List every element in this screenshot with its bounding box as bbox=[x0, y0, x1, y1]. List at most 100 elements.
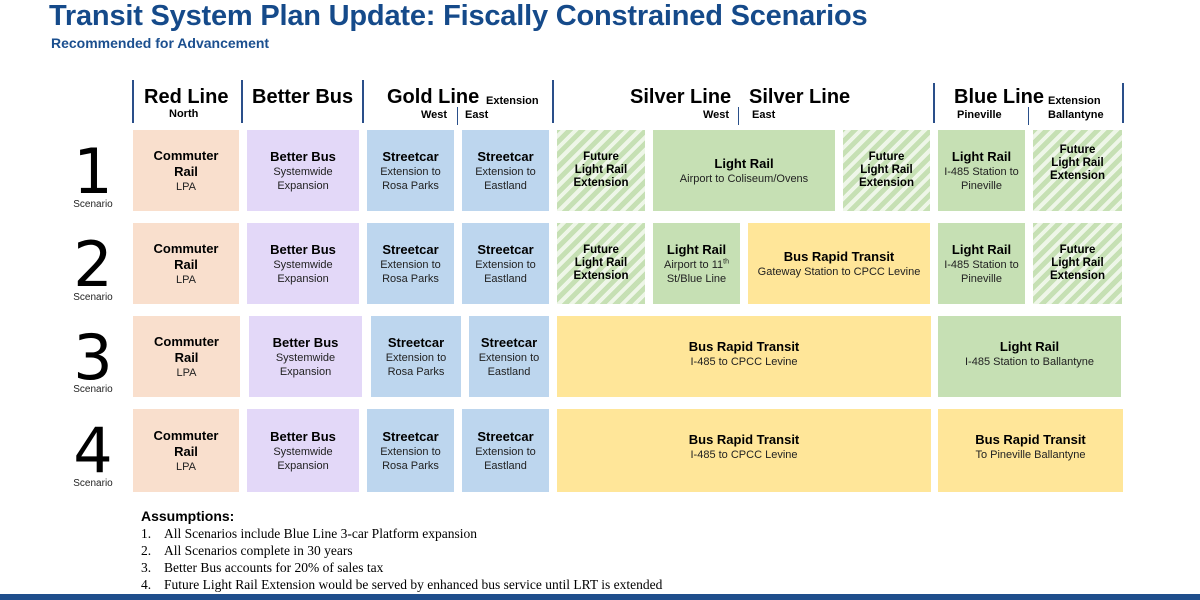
cell-title: Streetcar bbox=[477, 428, 534, 444]
assumption-number: 1. bbox=[141, 526, 152, 541]
cell-sub: Systemwide Expansion bbox=[273, 165, 333, 192]
cell-sub: Extension to Eastland bbox=[475, 165, 536, 192]
header-blue-line: Blue Line bbox=[954, 86, 1045, 108]
cell-sub: Extension to Eastland bbox=[475, 445, 536, 472]
header-gold-east: East bbox=[465, 109, 489, 121]
cell-commuter-rail: Commuter Rail LPA bbox=[133, 409, 239, 492]
assumption-item: 1. All Scenarios include Blue Line 3-car … bbox=[141, 525, 662, 542]
cell-light-rail: Light Rail I-485 Station to Ballantyne bbox=[938, 316, 1121, 397]
header-blue-line-suffix: Extension bbox=[1048, 95, 1101, 107]
cell-bus-rapid-transit: Bus Rapid Transit To Pineville Ballantyn… bbox=[938, 409, 1123, 492]
cell-better-bus: Better Bus Systemwide Expansion bbox=[249, 316, 362, 397]
assumption-number: 4. bbox=[141, 577, 152, 592]
cell-title: Commuter Rail bbox=[153, 427, 219, 459]
cell-title: Future Light Rail Extension bbox=[1050, 244, 1105, 282]
cell-sub: I-485 to CPCC Levine bbox=[690, 449, 798, 461]
cell-title: Better Bus bbox=[270, 241, 336, 257]
cell-better-bus: Better Bus Systemwide Expansion bbox=[247, 130, 359, 211]
cell-title: Better Bus bbox=[270, 148, 336, 164]
cell-title: Streetcar bbox=[382, 241, 439, 257]
assumption-text: Better Bus accounts for 20% of sales tax bbox=[164, 560, 384, 575]
cell-future-light-rail: Future Light Rail Extension bbox=[1033, 223, 1122, 304]
cell-title: Future Light Rail Extension bbox=[1050, 144, 1105, 182]
cell-light-rail: Light Rail I-485 Station to Pineville bbox=[938, 223, 1025, 304]
cell-streetcar-east: Streetcar Extension to Eastland bbox=[462, 409, 549, 492]
page-subtitle: Recommended for Advancement bbox=[51, 35, 270, 51]
cell-sub: Extension to Rosa Parks bbox=[380, 258, 441, 285]
header-red-line: Red Line bbox=[144, 86, 229, 108]
cell-sub: Systemwide Expansion bbox=[273, 258, 333, 285]
cell-light-rail: Light Rail Airport to Coliseum/Ovens bbox=[653, 130, 835, 211]
cell-sub: I-485 to CPCC Levine bbox=[690, 356, 798, 368]
header-blue-pineville: Pineville bbox=[957, 109, 1002, 121]
assumption-number: 2. bbox=[141, 543, 152, 558]
header-blue-ballantyne: Ballantyne bbox=[1048, 109, 1104, 121]
cell-future-light-rail: Future Light Rail Extension bbox=[1033, 130, 1122, 211]
header-silver-line-east: Silver Line bbox=[749, 86, 851, 108]
cell-bus-rapid-transit: Bus Rapid Transit I-485 to CPCC Levine bbox=[557, 409, 931, 492]
header-silver-line-west: Silver Line bbox=[630, 86, 732, 108]
column-divider bbox=[132, 80, 134, 123]
scenario-label: Scenario bbox=[73, 384, 113, 395]
cell-streetcar-west: Streetcar Extension to Rosa Parks bbox=[367, 223, 454, 304]
cell-title: Commuter Rail bbox=[153, 333, 219, 365]
scenario-label: Scenario bbox=[73, 478, 113, 489]
cell-title: Streetcar bbox=[387, 334, 445, 350]
cell-streetcar-west: Streetcar Extension to Rosa Parks bbox=[371, 316, 461, 397]
cell-title: Light Rail bbox=[999, 339, 1060, 354]
cell-title: Streetcar bbox=[480, 334, 538, 350]
subcolumn-divider bbox=[1028, 107, 1029, 125]
cell-future-light-rail: Future Light Rail Extension bbox=[557, 223, 645, 304]
cell-bus-rapid-transit: Bus Rapid Transit Gateway Station to CPC… bbox=[748, 223, 930, 304]
assumption-text: All Scenarios include Blue Line 3-car Pl… bbox=[164, 526, 478, 541]
cell-commuter-rail: Commuter Rail LPA bbox=[133, 223, 239, 304]
cell-sub: Gateway Station to CPCC Levine bbox=[757, 265, 921, 278]
cell-sub: Extension to Rosa Parks bbox=[385, 351, 447, 378]
cell-sub: To Pineville Ballantyne bbox=[975, 449, 1086, 461]
scenario-number: 2 bbox=[73, 228, 113, 301]
cell-sub: Airport to 11th St/Blue Line bbox=[664, 257, 729, 285]
cell-bus-rapid-transit: Bus Rapid Transit I-485 to CPCC Levine bbox=[557, 316, 931, 397]
assumptions-section: Assumptions: 1. All Scenarios include Blu… bbox=[141, 508, 662, 593]
assumption-item: 4. Future Light Rail Extension would be s… bbox=[141, 576, 662, 593]
header-gold-west: West bbox=[421, 109, 448, 121]
subcolumn-divider bbox=[457, 107, 458, 125]
cell-title: Better Bus bbox=[270, 428, 336, 444]
cell-streetcar-east: Streetcar Extension to Eastland bbox=[462, 130, 549, 211]
assumptions-title: Assumptions: bbox=[141, 508, 235, 524]
cell-sub: LPA bbox=[176, 460, 196, 473]
header-gold-line-suffix: Extension bbox=[486, 95, 539, 107]
cell-sub: Extension to Rosa Parks bbox=[380, 445, 441, 472]
cell-sub: I-485 Station to Pineville bbox=[944, 165, 1019, 192]
cell-title: Commuter Rail bbox=[153, 240, 219, 272]
column-divider bbox=[241, 80, 243, 123]
cell-sub: LPA bbox=[176, 366, 197, 379]
cell-title: Future Light Rail Extension bbox=[859, 151, 914, 189]
cell-title: Light Rail bbox=[666, 241, 727, 257]
cell-title: Light Rail bbox=[951, 241, 1012, 257]
scenario-label: Scenario bbox=[73, 292, 113, 303]
cell-sub: I-485 Station to Pineville bbox=[944, 258, 1019, 285]
assumption-number: 3. bbox=[141, 560, 152, 575]
cell-streetcar-east: Streetcar Extension to Eastland bbox=[462, 223, 549, 304]
cell-title: Future Light Rail Extension bbox=[573, 151, 629, 189]
cell-streetcar-east: Streetcar Extension to Eastland bbox=[469, 316, 549, 397]
cell-streetcar-west: Streetcar Extension to Rosa Parks bbox=[367, 130, 454, 211]
cell-title: Bus Rapid Transit bbox=[688, 339, 800, 354]
subcolumn-divider bbox=[738, 107, 739, 125]
cell-title: Light Rail bbox=[951, 148, 1012, 164]
header-silver-east-sub: East bbox=[752, 109, 776, 121]
scenario-number: 1 bbox=[73, 135, 113, 208]
cell-title: Commuter Rail bbox=[153, 147, 219, 179]
cell-sub: Extension to Rosa Parks bbox=[380, 165, 441, 192]
cell-better-bus: Better Bus Systemwide Expansion bbox=[247, 223, 359, 304]
header-silver-west-sub: West bbox=[703, 109, 730, 121]
scenario-label: Scenario bbox=[73, 199, 113, 210]
column-divider bbox=[933, 83, 935, 123]
header-gold-line: Gold Line bbox=[387, 86, 480, 108]
cell-sub: Airport to Coliseum/Ovens bbox=[679, 172, 809, 185]
cell-title: Light Rail bbox=[714, 155, 774, 171]
cell-title: Streetcar bbox=[477, 241, 534, 257]
cell-sub: LPA bbox=[176, 273, 196, 286]
cell-sub: Systemwide Expansion bbox=[273, 445, 333, 472]
